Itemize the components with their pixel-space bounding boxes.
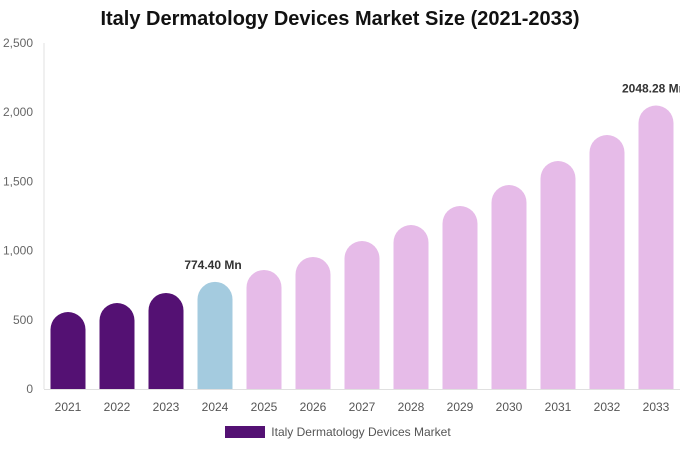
bar-2032 [589, 135, 625, 389]
x-tick-label: 2026 [300, 400, 327, 414]
bar-2023 [148, 292, 184, 389]
legend-label: Italy Dermatology Devices Market [271, 425, 451, 439]
bar-2031 [540, 161, 576, 389]
y-tick-label: 2,500 [3, 36, 33, 50]
y-tick-label: 2,000 [3, 105, 33, 119]
x-tick-label: 2023 [153, 400, 180, 414]
x-tick-label: 2027 [349, 400, 376, 414]
bar-2021 [50, 312, 86, 389]
legend: Italy Dermatology Devices Market [0, 425, 680, 439]
bar-2030 [491, 184, 527, 389]
data-label-2024: 774.40 Mn [184, 258, 241, 272]
legend-swatch [225, 426, 266, 438]
y-tick-label: 0 [26, 382, 33, 396]
y-tick-label: 500 [13, 313, 33, 327]
x-tick-label: 2022 [104, 400, 131, 414]
x-tick-label: 2033 [643, 400, 670, 414]
y-tick-label: 1,500 [3, 174, 33, 188]
x-tick-label: 2030 [496, 400, 523, 414]
bar-2022 [99, 303, 135, 389]
x-tick-label: 2025 [251, 400, 278, 414]
x-tick-label: 2032 [594, 400, 621, 414]
bar-2025 [246, 269, 282, 389]
bar-2028 [393, 224, 429, 389]
x-tick-label: 2028 [398, 400, 425, 414]
x-tick-label: 2031 [545, 400, 572, 414]
chart-title: Italy Dermatology Devices Market Size (2… [100, 8, 580, 30]
x-tick-label: 2029 [447, 400, 474, 414]
bar-2027 [344, 241, 380, 389]
bar-2033 [638, 105, 674, 389]
bar-2024 [197, 281, 233, 389]
bar-2029 [442, 206, 478, 389]
x-tick-label: 2024 [202, 400, 229, 414]
data-label-2033: 2048.28 Mn [622, 82, 680, 96]
x-tick-label: 2021 [55, 400, 82, 414]
bar-2026 [295, 256, 331, 389]
y-tick-label: 1,000 [3, 244, 33, 258]
